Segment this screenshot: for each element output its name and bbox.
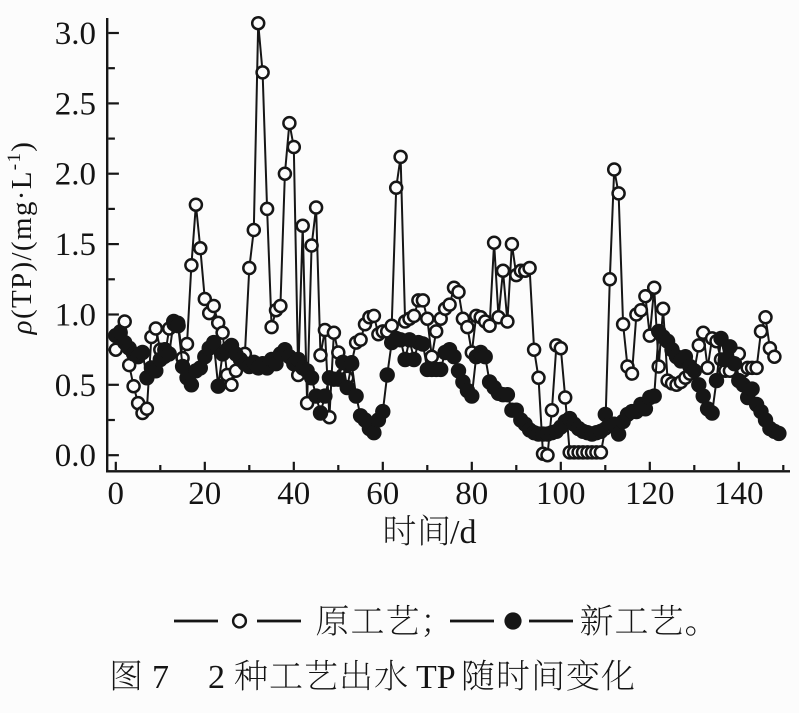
svg-text:TP: TP (416, 659, 456, 696)
svg-text:1.5: 1.5 (55, 227, 96, 263)
svg-text:2.0: 2.0 (55, 157, 96, 193)
svg-text:2: 2 (208, 659, 225, 696)
svg-text:120: 120 (625, 476, 675, 512)
svg-text:40: 40 (277, 476, 310, 512)
svg-text:3.0: 3.0 (55, 16, 96, 52)
svg-text:7: 7 (152, 659, 169, 696)
svg-text:100: 100 (536, 476, 586, 512)
svg-text:60: 60 (366, 476, 399, 512)
svg-text:0.0: 0.0 (55, 438, 96, 474)
svg-text:1.0: 1.0 (55, 298, 96, 334)
svg-text:2.5: 2.5 (55, 86, 96, 122)
svg-text:20: 20 (188, 476, 221, 512)
svg-text:ρ(TP)/(mg·L-1): ρ(TP)/(mg·L-1) (4, 141, 38, 336)
svg-text:80: 80 (455, 476, 488, 512)
svg-text:0.5: 0.5 (55, 368, 96, 404)
svg-text:/d: /d (450, 514, 476, 551)
svg-text:0: 0 (108, 476, 125, 512)
svg-text:140: 140 (714, 476, 764, 512)
